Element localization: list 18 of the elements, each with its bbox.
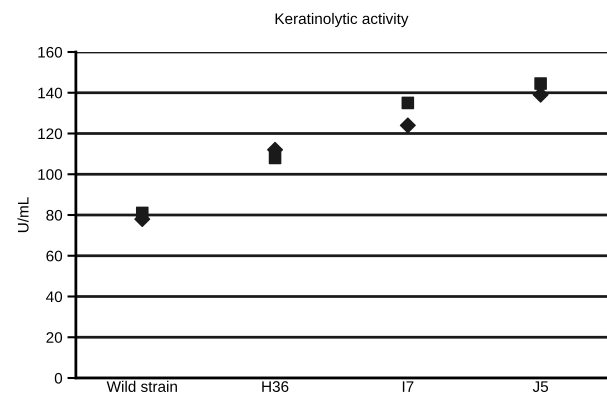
point [402,96,414,110]
y-tick-label: 80 [46,210,62,221]
x-tick-label: J5 [532,381,548,392]
chart-title: Keratinolytic activity [276,12,408,28]
y-tick-label: 0 [54,372,62,384]
y-tick-label: 40 [46,291,62,302]
x-tick-label: H36 [262,381,288,392]
y-tick-label: 100 [38,169,62,180]
x-tick-label: Wild strain [106,380,177,392]
point [400,117,416,134]
y-tick-label: 60 [46,250,62,262]
y-tick-label: 160 [38,46,62,58]
point [534,77,547,90]
x-tick-label: I7 [402,381,414,392]
y-tick-label: 20 [46,332,62,343]
y-tick-label: 140 [38,88,62,98]
y-axis-title: U/mL [17,197,29,232]
y-tick-label: 120 [38,128,62,140]
